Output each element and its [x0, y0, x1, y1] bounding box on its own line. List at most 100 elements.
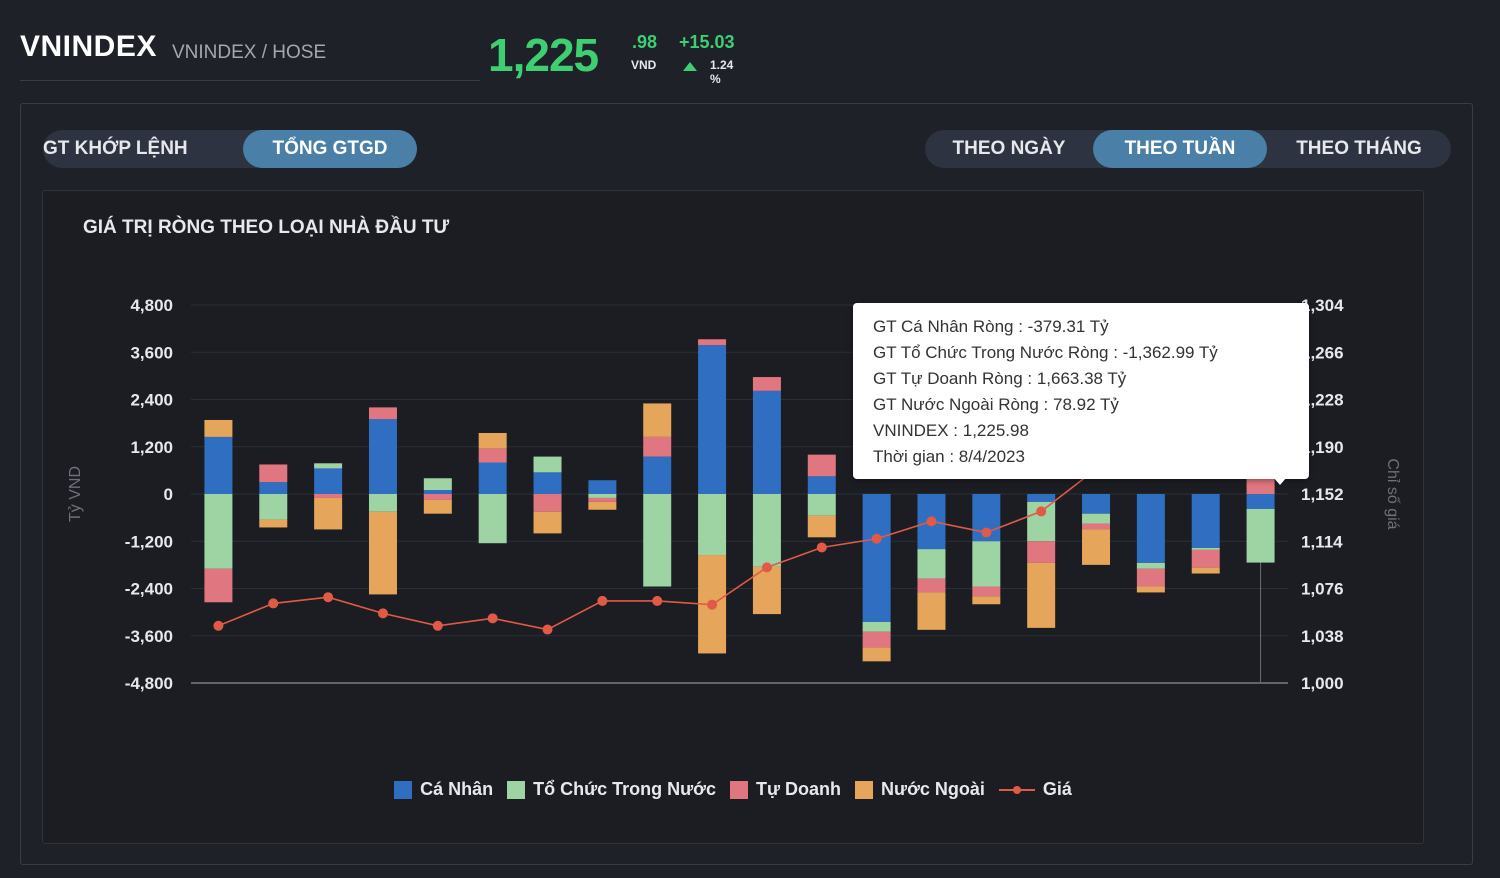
legend-gia[interactable]: Giá — [998, 779, 1072, 800]
bar-nuoc-ngoai — [259, 519, 288, 528]
bar-to-chuc — [917, 549, 946, 579]
value-type-tabs: GT KHỚP LỆNH TỔNG GTGD — [43, 130, 417, 168]
bar-ca-nhan — [1136, 494, 1165, 563]
ticker-symbol: VNINDEX — [20, 30, 157, 63]
bar-tu-doanh — [1027, 541, 1056, 563]
tab-theo-tuan[interactable]: THEO TUẦN — [1093, 130, 1267, 168]
price-point — [761, 562, 772, 573]
bar-ca-nhan — [752, 390, 781, 494]
bar-nuoc-ngoai — [204, 419, 233, 437]
tooltip-time: Thời gian : 8/4/2023 — [873, 447, 1025, 466]
tab-gt-khop-lenh[interactable]: GT KHỚP LỆNH — [43, 138, 188, 159]
price-point — [487, 613, 498, 624]
bar-nuoc-ngoai — [1082, 529, 1111, 565]
tooltip-nuoc-ngoai: GT Nước Ngoài Ròng : 78.92 Tỷ — [873, 395, 1119, 414]
tab-theo-thang[interactable]: THEO THÁNG — [1296, 138, 1422, 159]
bar-to-chuc — [1082, 513, 1111, 524]
bar-tu-doanh — [533, 494, 562, 512]
bar-to-chuc — [1136, 562, 1165, 569]
bar-ca-nhan — [423, 490, 452, 494]
up-arrow-icon — [683, 62, 697, 71]
bar-tu-doanh — [752, 377, 781, 391]
net-value-chart: 4,800 1,304 3,600 1,266 2,400 1,228 1,200 1,190… — [67, 296, 1401, 693]
y-tick-label: -3,600 — [125, 627, 173, 646]
tab-theo-ngay[interactable]: THEO NGÀY — [952, 138, 1066, 159]
legend-label-ca-nhan: Cá Nhân — [420, 779, 494, 799]
bar-to-chuc — [862, 621, 891, 632]
legend-nuoc-ngoai[interactable]: Nước Ngoài — [855, 779, 985, 800]
bar-ca-nhan — [204, 436, 233, 494]
bar-nuoc-ngoai — [807, 515, 836, 538]
y2-tick-label: 1,076 — [1301, 580, 1344, 599]
price-point — [981, 527, 992, 538]
tooltip-tu-doanh: GT Tự Doanh Ròng : 1,663.38 Tỷ — [873, 369, 1127, 388]
y-tick-label: -1,200 — [125, 532, 173, 551]
bar-ca-nhan — [314, 468, 343, 494]
y-tick-label: 4,800 — [130, 296, 173, 315]
bar-to-chuc — [807, 494, 836, 516]
y-axis-label: Tỷ VND — [67, 466, 84, 522]
chart-legend: Cá Nhân Tổ Chức Trong Nước Tự Doanh Nước… — [43, 779, 1423, 800]
chart-container: GIÁ TRỊ RÒNG THEO LOẠI NHÀ ĐẦU TƯ 4,800 1… — [42, 190, 1424, 844]
y2-tick-label: 1,114 — [1301, 532, 1343, 551]
bar-tu-doanh — [698, 339, 727, 346]
legend-swatch-tu-doanh — [730, 780, 748, 799]
bar-tu-doanh — [1082, 523, 1111, 530]
legend-to-chuc[interactable]: Tổ Chức Trong Nước — [507, 779, 716, 800]
legend-tu-doanh[interactable]: Tự Doanh — [730, 779, 841, 800]
bar-ca-nhan — [1027, 494, 1056, 502]
bar-nuoc-ngoai — [917, 592, 946, 630]
bar-to-chuc — [752, 494, 781, 567]
bar-nuoc-ngoai — [862, 647, 891, 662]
chart-title: GIÁ TRỊ RÒNG THEO LOẠI NHÀ ĐẦU TƯ — [83, 217, 450, 238]
bar-nuoc-ngoai — [643, 403, 672, 437]
bar-ca-nhan — [698, 345, 727, 494]
bar-to-chuc — [1246, 508, 1275, 563]
bar-tu-doanh — [643, 436, 672, 457]
tooltip-ca-nhan: GT Cá Nhân Ròng : -379.31 Tỷ — [873, 317, 1109, 336]
y-tick-label: -2,400 — [125, 580, 173, 599]
price-point — [268, 598, 279, 609]
bar-tu-doanh — [368, 407, 397, 420]
page-header: VNINDEX VNINDEX / HOSE — [20, 26, 480, 81]
y2-tick-label: 1,190 — [1301, 438, 1344, 457]
bar-ca-nhan — [1191, 494, 1220, 548]
legend-ca-nhan[interactable]: Cá Nhân — [394, 779, 493, 800]
y-tick-label: 2,400 — [130, 391, 173, 410]
price-point — [377, 608, 388, 619]
tooltip-pointer — [1273, 477, 1287, 485]
bar-tu-doanh — [259, 464, 288, 483]
price-point — [432, 620, 443, 631]
y2-tick-label: 1,266 — [1301, 343, 1344, 362]
bar-tu-doanh — [862, 631, 891, 648]
bar-tu-doanh — [972, 586, 1001, 597]
bar-nuoc-ngoai — [588, 501, 617, 510]
bar-ca-nhan — [533, 472, 562, 494]
bar-to-chuc — [1191, 547, 1220, 550]
price-point — [871, 533, 882, 544]
price-point — [597, 595, 608, 606]
bar-to-chuc — [423, 478, 452, 491]
legend-label-nuoc-ngoai: Nước Ngoài — [881, 779, 985, 799]
bar-nuoc-ngoai — [478, 432, 507, 449]
exchange-label: VNINDEX / HOSE — [172, 42, 327, 63]
bar-to-chuc — [314, 463, 343, 469]
tab-tong-gtgd[interactable]: TỔNG GTGD — [243, 130, 417, 168]
bar-nuoc-ngoai — [1027, 562, 1056, 628]
price-point — [926, 516, 937, 527]
price-point — [542, 624, 553, 635]
bar-ca-nhan — [259, 482, 288, 494]
price-point — [652, 595, 663, 606]
bar-tu-doanh — [314, 494, 343, 498]
y-tick-label: 0 — [164, 485, 173, 504]
y-tick-label: 3,600 — [130, 343, 173, 362]
bar-ca-nhan — [1246, 494, 1275, 509]
y-tick-label: 1,200 — [130, 438, 173, 457]
y2-tick-label: 1,304 — [1301, 296, 1344, 315]
price-point — [323, 592, 334, 603]
bar-tu-doanh — [423, 494, 452, 500]
price-point — [707, 599, 718, 610]
bar-nuoc-ngoai — [533, 511, 562, 534]
bar-nuoc-ngoai — [972, 596, 1001, 605]
bar-to-chuc — [259, 494, 288, 520]
